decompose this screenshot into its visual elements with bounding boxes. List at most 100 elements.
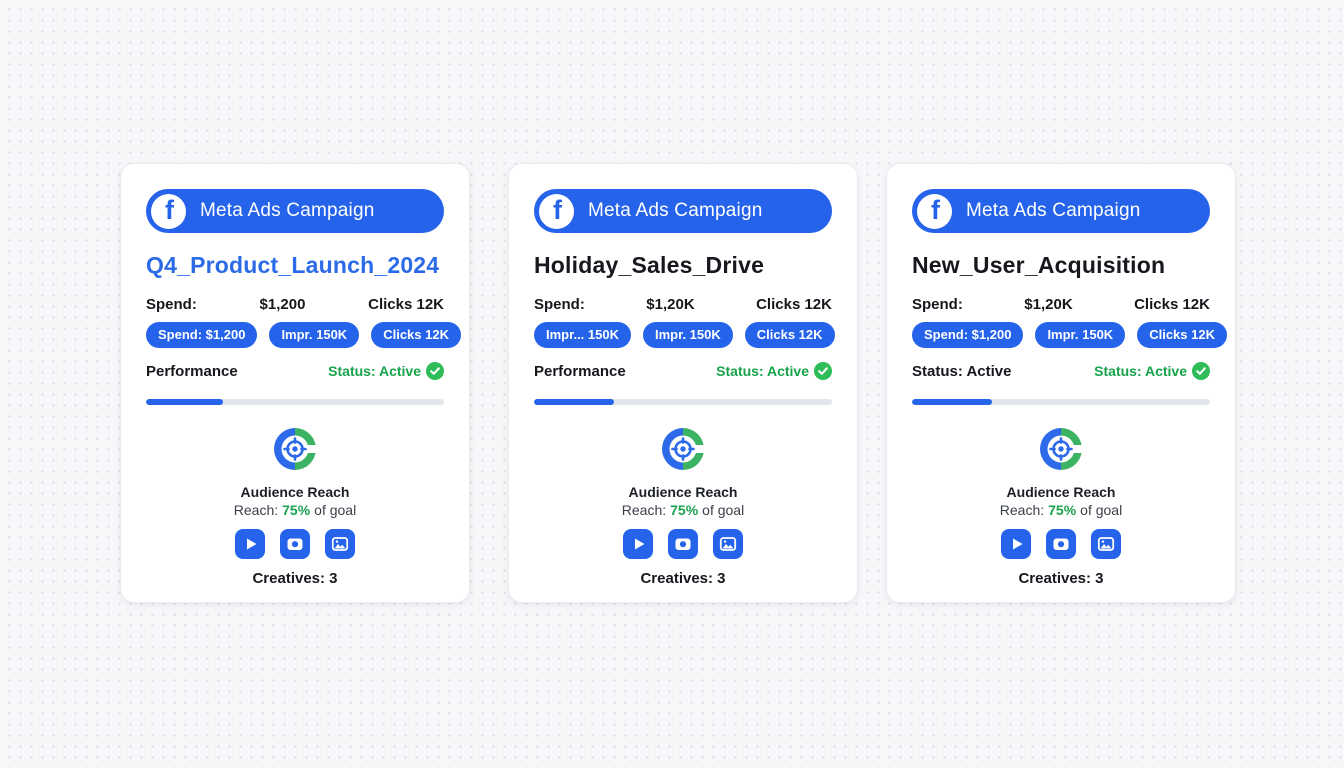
facebook-icon: f (917, 193, 952, 229)
creatives-buttons-row (534, 528, 832, 560)
check-icon (814, 362, 832, 380)
campaign-title: Q4_Product_Launch_2024 (146, 252, 440, 278)
performance-row: Performance Status: Active (534, 362, 832, 380)
progress-bar (146, 399, 444, 405)
play-button[interactable] (623, 529, 653, 559)
reach-title: Audience Reach (628, 484, 738, 500)
creatives-buttons-row (146, 528, 444, 560)
reach-title: Audience Reach (1006, 484, 1116, 500)
performance-row: Status: Active Status: Active (912, 362, 1210, 380)
spend-pill: Spend: $1,200 (146, 322, 258, 348)
camera-button[interactable] (280, 529, 310, 559)
creatives-count: Creatives: 3 (1018, 570, 1104, 587)
progress-bar (534, 399, 832, 405)
image-button[interactable] (712, 528, 744, 560)
audience-reach-section: Audience Reach Reach: 75% of goal (146, 426, 444, 518)
spend-pill: Spend: $1,200 (912, 322, 1024, 348)
status-text: Status: Active (716, 363, 809, 379)
camera-button[interactable] (668, 529, 698, 559)
reach-percent: 75% (1048, 502, 1077, 518)
camera-button[interactable] (1046, 529, 1076, 559)
progress-bar (912, 399, 1210, 405)
reach-percent: 75% (282, 502, 311, 518)
creatives-count: Creatives: 3 (252, 570, 338, 587)
meta-ads-header-badge: f Meta Ads Campaign (912, 189, 1210, 233)
check-icon (1192, 362, 1210, 380)
campaign-title: New_User_Acquisition (912, 252, 1166, 278)
status-text: Status: Active (328, 363, 421, 379)
camera-icon (280, 529, 310, 559)
clicks-stat: Clicks 12K (368, 296, 444, 313)
impressions-pill: Impr... 150K (534, 322, 631, 348)
impressions-pill: Impr. 150K (1035, 322, 1126, 348)
play-button[interactable] (1001, 529, 1031, 559)
spend-value: $1,200 (259, 296, 306, 313)
facebook-icon: f (539, 193, 574, 229)
header-label: Meta Ads Campaign (200, 200, 375, 221)
clicks-pill: Clicks 12K (1137, 322, 1227, 348)
progress-fill (912, 399, 993, 405)
reach-value-line: Reach: 75% of goal (233, 502, 357, 518)
impressions-pill: Impr. 150K (642, 322, 733, 348)
clicks-pill: Clicks 12K (744, 322, 835, 348)
image-button[interactable] (324, 528, 356, 560)
campaign-card-q4-product-launch: f Meta Ads Campaign Q4_Product_Launch_20… (120, 163, 470, 603)
campaign-card-holiday-sales: f Meta Ads Campaign Holiday_Sales_Drive … (508, 163, 858, 603)
play-icon (1001, 529, 1031, 559)
play-icon (235, 529, 265, 559)
meta-ads-header-badge: f Meta Ads Campaign (146, 189, 444, 233)
impressions-pill: Impr. 150K (269, 322, 360, 348)
status-badge: Status: Active (328, 362, 444, 380)
status-badge: Status: Active (716, 362, 832, 380)
header-label: Meta Ads Campaign (588, 200, 763, 221)
reach-value-line: Reach: 75% of goal (999, 502, 1123, 518)
campaign-card-new-user-acquisition: f Meta Ads Campaign New_User_Acquisition… (886, 163, 1236, 603)
audience-target-icon (1038, 426, 1087, 472)
spend-value: $1,20K (646, 296, 695, 313)
progress-fill (146, 399, 224, 405)
reach-value-line: Reach: 75% of goal (621, 502, 745, 518)
performance-row: Performance Status: Active (146, 362, 444, 380)
status-label-left: Status: Active (912, 362, 1012, 380)
clicks-stat: Clicks 12K (756, 296, 832, 313)
image-button[interactable] (1090, 528, 1122, 560)
campaign-title: Holiday_Sales_Drive (534, 252, 765, 278)
clicks-pill: Clicks 12K (371, 322, 461, 348)
play-button[interactable] (235, 529, 265, 559)
metric-pills-row: Spend: $1,200 Impr. 150K Clicks 12K (146, 322, 461, 348)
audience-target-icon (272, 426, 321, 472)
audience-target-icon (660, 426, 709, 472)
audience-reach-section: Audience Reach Reach: 75% of goal (912, 426, 1210, 518)
header-label: Meta Ads Campaign (966, 200, 1141, 221)
metric-pills-row: Spend: $1,200 Impr. 150K Clicks 12K (912, 322, 1227, 348)
stats-row: Spend: $1,200 Clicks 12K (146, 296, 444, 313)
meta-ads-header-badge: f Meta Ads Campaign (534, 189, 832, 233)
stats-row: Spend: $1,20K Clicks 12K (912, 296, 1210, 313)
stats-row: Spend: $1,20K Clicks 12K (534, 296, 832, 313)
image-icon (712, 528, 744, 560)
spend-label: Spend: (534, 296, 585, 313)
metric-pills-row: Impr... 150K Impr. 150K Clicks 12K (534, 322, 835, 348)
play-icon (623, 529, 653, 559)
status-badge: Status: Active (1094, 362, 1210, 380)
reach-percent: 75% (670, 502, 699, 518)
facebook-icon: f (151, 193, 186, 229)
spend-label: Spend: (146, 296, 197, 313)
performance-label: Performance (146, 362, 238, 380)
creatives-buttons-row (912, 528, 1210, 560)
camera-icon (1046, 529, 1076, 559)
image-icon (1090, 528, 1122, 560)
performance-label: Performance (534, 362, 626, 380)
progress-fill (534, 399, 615, 405)
reach-title: Audience Reach (240, 484, 350, 500)
status-text: Status: Active (1094, 363, 1187, 379)
camera-icon (668, 529, 698, 559)
audience-reach-section: Audience Reach Reach: 75% of goal (534, 426, 832, 518)
clicks-stat: Clicks 12K (1134, 296, 1210, 313)
check-icon (426, 362, 444, 380)
spend-value: $1,20K (1024, 296, 1073, 313)
creatives-count: Creatives: 3 (640, 570, 726, 587)
image-icon (324, 528, 356, 560)
spend-label: Spend: (912, 296, 963, 313)
